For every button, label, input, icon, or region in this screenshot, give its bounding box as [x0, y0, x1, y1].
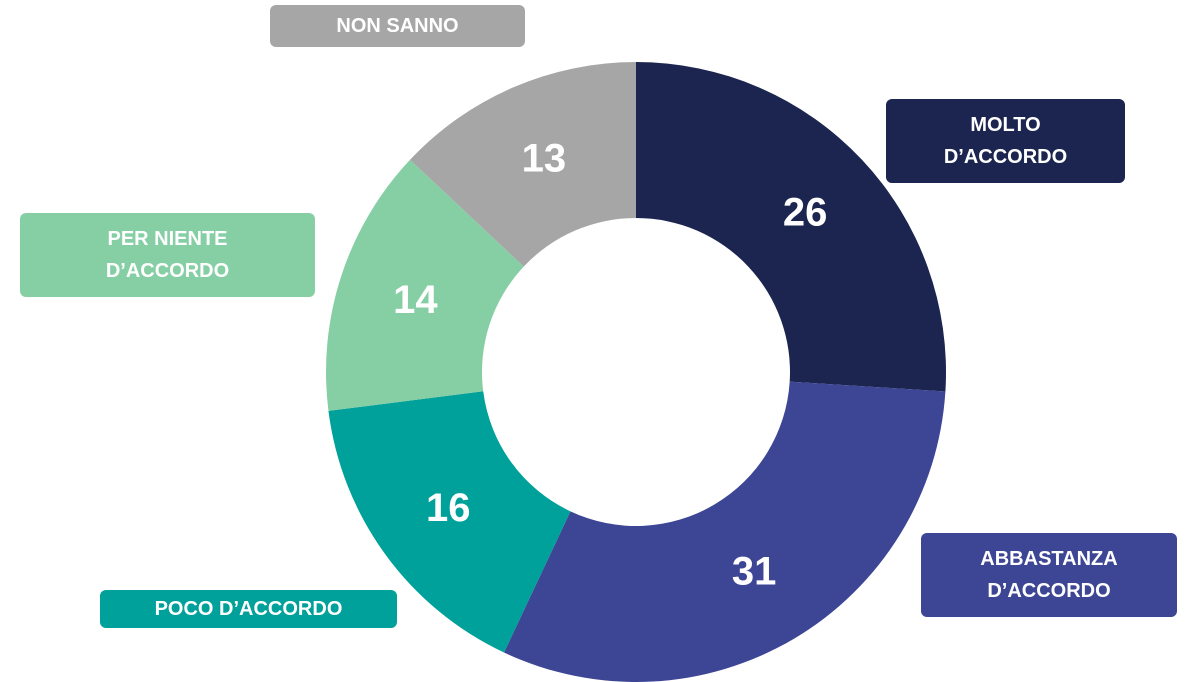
- data-label: 16: [426, 486, 471, 530]
- category-label: MOLTO D’ACCORDO: [886, 99, 1125, 183]
- data-label: 31: [732, 549, 777, 593]
- slice: [636, 62, 946, 392]
- data-label: 13: [522, 137, 567, 181]
- data-label: 14: [393, 278, 438, 322]
- slice: [328, 391, 571, 653]
- category-label: PER NIENTE D’ACCORDO: [20, 213, 315, 297]
- category-label: NON SANNO: [270, 5, 525, 47]
- data-label: 26: [783, 191, 828, 235]
- category-label: POCO D’ACCORDO: [100, 590, 397, 628]
- category-label: ABBASTANZA D’ACCORDO: [921, 533, 1177, 617]
- slice: [326, 159, 524, 411]
- slice: [504, 381, 946, 682]
- slice: [410, 62, 636, 267]
